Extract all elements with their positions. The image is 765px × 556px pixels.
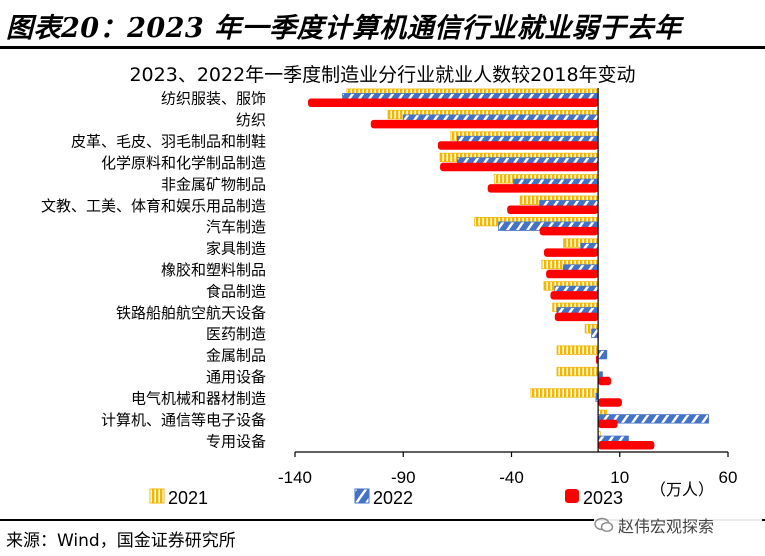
legend-label: 2023 <box>583 488 623 508</box>
category-label: 通用设备 <box>206 368 266 386</box>
category-label: 金属制品 <box>206 347 266 365</box>
bar-2023 <box>598 376 612 386</box>
x-tick-label: 60 <box>719 468 738 487</box>
bar-2023 <box>440 162 599 172</box>
category-label: 纺织 <box>236 111 266 129</box>
title-rule <box>0 46 765 49</box>
bar-2023 <box>598 441 655 450</box>
bar-2021 <box>530 388 599 398</box>
bar-2023 <box>437 141 599 150</box>
bar-2022 <box>597 349 608 360</box>
watermark-text: 赵伟宏观探索 <box>618 517 715 536</box>
category-label: 家具制造 <box>206 240 266 258</box>
bar-2023 <box>554 312 599 322</box>
category-label: 医药制造 <box>206 325 266 343</box>
source-note: 来源：Wind，国金证券研究所 <box>6 531 236 551</box>
category-label: 汽车制造 <box>206 218 266 236</box>
watermark: 赵伟宏观探索 <box>594 512 762 538</box>
legend-label: 2022 <box>373 488 413 508</box>
bar-2023 <box>307 98 599 107</box>
wechat-icon <box>594 517 614 533</box>
bar-2023 <box>550 291 599 300</box>
unit-label: （万人） <box>650 480 714 499</box>
chart-title: 2023、2022年一季度制造业分行业就业人数较2018年变动 <box>129 64 636 86</box>
bar-2023 <box>598 419 618 429</box>
bar-2023 <box>487 184 599 193</box>
x-tick-label: -40 <box>499 468 524 487</box>
bar-2021 <box>556 345 599 355</box>
x-tick-label: 10 <box>610 468 629 487</box>
bar-2022 <box>591 328 599 338</box>
legend-swatch-2023 <box>565 489 579 503</box>
category-label: 专用设备 <box>206 432 266 450</box>
bar-2023 <box>507 205 599 215</box>
category-label: 铁路船舶航空航天设备 <box>116 304 266 322</box>
category-label: 橡胶和塑料制品 <box>161 261 266 279</box>
x-tick-label: -140 <box>278 468 312 487</box>
category-label: 电气机械和器材制造 <box>131 389 266 407</box>
bar-2023 <box>539 226 599 236</box>
category-label: 皮革、毛皮、羽毛制品和制鞋 <box>71 133 266 151</box>
category-label: 化学原料和化学制品制造 <box>101 154 266 172</box>
bar-2023 <box>598 398 622 407</box>
legend-swatch-2022 <box>354 488 370 504</box>
category-label: 文教、工美、体育和娱乐用品制造 <box>41 197 266 215</box>
figure-title: 图表20：2023 年一季度计算机通信行业就业弱于去年 <box>6 13 682 44</box>
footer-rule <box>0 519 765 521</box>
legend-swatch-2021 <box>149 488 165 504</box>
category-label: 纺织服装、服饰 <box>161 90 266 108</box>
legend-label: 2021 <box>168 488 208 508</box>
bar-2023 <box>370 119 599 129</box>
bar-2023 <box>546 269 599 279</box>
category-label: 计算机、通信等电子设备 <box>101 411 266 429</box>
category-label: 食品制造 <box>206 282 266 300</box>
bar-2021 <box>556 366 599 377</box>
x-tick-label: -90 <box>391 468 416 487</box>
bar-2023 <box>543 248 599 257</box>
category-label: 非金属矿物制品 <box>161 175 266 193</box>
